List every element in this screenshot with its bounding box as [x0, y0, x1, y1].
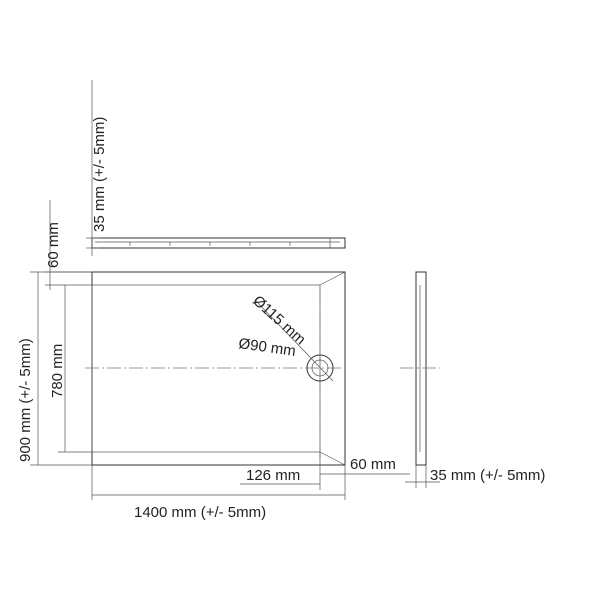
left-rim-label: 60 mm [45, 222, 62, 268]
plan-view [30, 271, 410, 500]
drain-offset-label: 126 mm [246, 467, 300, 484]
side-profile [400, 271, 440, 488]
inner-width-label: 780 mm [49, 344, 66, 398]
top-height-label: 35 mm (+/- 5mm) [91, 117, 108, 232]
right-rim-label: 60 mm [350, 456, 396, 473]
top-profile [45, 80, 346, 290]
total-length-label: 1400 mm (+/- 5mm) [134, 504, 266, 521]
total-width-label: 900 mm (+/- 5mm) [17, 338, 34, 462]
side-height-label: 35 mm (+/- 5mm) [430, 467, 545, 484]
